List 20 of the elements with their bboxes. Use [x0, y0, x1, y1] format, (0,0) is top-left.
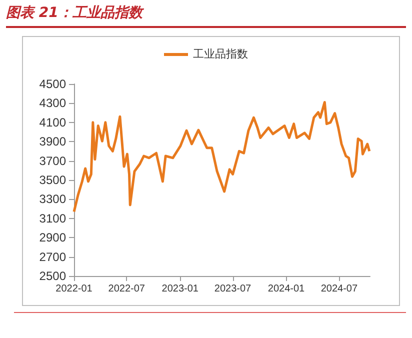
y-tick-label: 4500 — [39, 77, 66, 91]
y-tick-label: 2700 — [39, 250, 66, 264]
x-tick-label: 2024-01 — [268, 284, 306, 294]
y-tick-label: 3700 — [39, 154, 66, 168]
y-tick-label: 3300 — [39, 192, 66, 206]
x-tick-label: 2022-07 — [108, 284, 146, 294]
y-tick-label: 4100 — [39, 115, 66, 130]
y-tick-label: 3100 — [39, 211, 66, 226]
y-tick-label: 3900 — [39, 134, 66, 149]
x-tick-label: 2023-01 — [162, 284, 199, 294]
legend-label: 工业品指数 — [193, 48, 248, 60]
x-tick-label: 2022-01 — [56, 284, 93, 294]
x-tick-label: 2023-07 — [214, 284, 252, 294]
y-tick-label: 2500 — [39, 269, 66, 283]
y-tick-label: 3500 — [39, 173, 66, 187]
line-series — [72, 100, 371, 213]
y-tick-label: 4300 — [39, 96, 66, 110]
chart-title: 图表 21：工业品指数 — [6, 4, 142, 22]
y-tick-label: 2900 — [39, 230, 66, 245]
x-tick-label: 2024-07 — [320, 284, 358, 294]
